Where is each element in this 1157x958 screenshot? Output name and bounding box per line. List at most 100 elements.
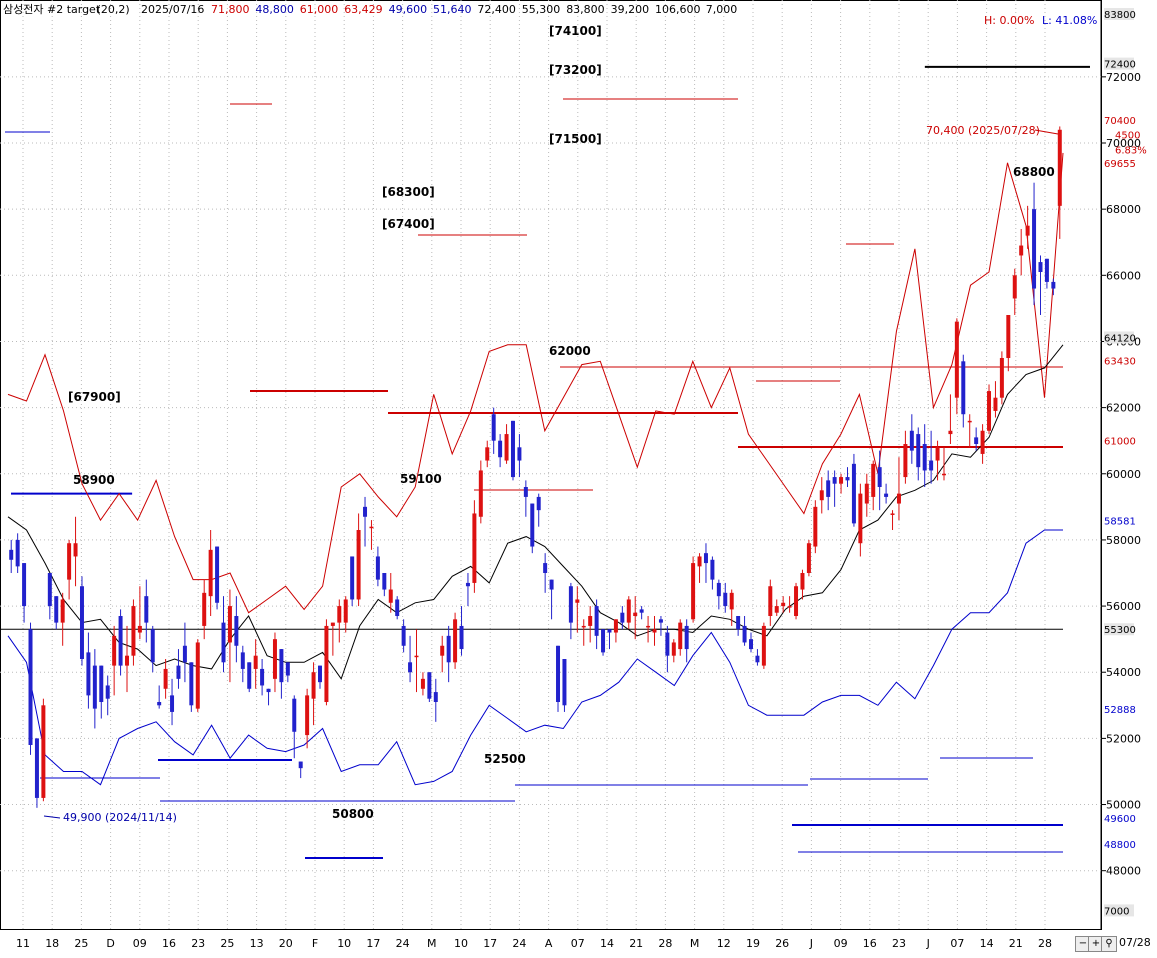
candle-body xyxy=(157,702,162,706)
candle-body xyxy=(646,625,651,628)
x-tick-label: 25 xyxy=(74,937,88,950)
candle-body xyxy=(382,573,387,590)
price-tag: 48800 xyxy=(1104,840,1136,851)
price-tag: 58581 xyxy=(1104,517,1136,528)
candle-body xyxy=(948,430,953,435)
candle-body xyxy=(112,635,117,666)
price-annotation: [74100] xyxy=(549,24,602,38)
candle-body xyxy=(247,662,252,689)
x-tick-label: D xyxy=(106,937,114,950)
candle-body xyxy=(54,596,59,623)
candle-body xyxy=(922,444,927,471)
band-upper-line xyxy=(7,152,1064,614)
candle-body xyxy=(800,573,805,590)
price-tag: 70400 xyxy=(1104,116,1136,127)
price-tag-bg xyxy=(1104,904,1134,917)
candle-body xyxy=(504,434,509,461)
candle-body xyxy=(150,629,155,663)
magnifier-icon[interactable]: ⚲ xyxy=(1101,936,1117,952)
price-tag: 6.83% xyxy=(1115,146,1147,157)
x-tick-label: 26 xyxy=(775,937,789,950)
candle-body xyxy=(420,678,425,689)
price-tag: 64120 xyxy=(1104,333,1136,344)
candle-body xyxy=(1051,281,1056,289)
candle-body xyxy=(652,629,657,633)
header-value: 49,600 xyxy=(389,3,428,16)
y-tick-label: 68000 xyxy=(1106,203,1141,216)
x-tick-label: 25 xyxy=(220,937,234,950)
y-tick-label: 66000 xyxy=(1106,269,1141,282)
candle-body xyxy=(523,487,528,497)
chart-date: 2025/07/16 xyxy=(141,3,204,16)
candle-body xyxy=(182,645,187,663)
candle-body xyxy=(884,493,889,497)
header-value: 51,640 xyxy=(433,3,472,16)
candle-body xyxy=(266,688,271,693)
candle-body xyxy=(459,625,464,650)
candle-body xyxy=(999,358,1004,398)
candle-body xyxy=(1006,315,1011,358)
candle-body xyxy=(562,659,567,706)
candle-body xyxy=(1019,245,1024,256)
price-tag: 49600 xyxy=(1104,814,1136,825)
header-value: 83,800 xyxy=(566,3,605,16)
x-tick-label: 13 xyxy=(250,937,264,950)
candle-body xyxy=(736,616,741,630)
candle-body xyxy=(485,447,490,461)
candle-body xyxy=(279,649,284,683)
candle-body xyxy=(227,606,232,643)
candle-body xyxy=(974,437,979,444)
candle-body xyxy=(909,430,914,451)
candle-body xyxy=(427,672,432,699)
price-annotation: [71500] xyxy=(549,132,602,146)
candle-body xyxy=(549,579,554,590)
x-tick-label: 10 xyxy=(454,937,468,950)
candle-body xyxy=(22,563,27,607)
chart-title: 삼성전자 #2 target xyxy=(3,3,101,16)
x-tick-label: 16 xyxy=(863,937,877,950)
candle-body xyxy=(9,549,14,560)
price-tag-bg xyxy=(1104,156,1134,169)
candle-body xyxy=(125,655,130,666)
candle-body xyxy=(260,668,265,686)
y-tick-label: 62000 xyxy=(1106,402,1141,415)
candle-body xyxy=(588,616,593,626)
x-tick-label: 23 xyxy=(191,937,205,950)
candle-body xyxy=(356,530,361,600)
candle-body xyxy=(305,695,310,736)
candle-body xyxy=(671,642,676,656)
x-tick-label: 24 xyxy=(396,937,410,950)
candle-body xyxy=(189,662,194,706)
x-tick-label: 11 xyxy=(16,937,30,950)
x-tick-label: 09 xyxy=(133,937,147,950)
candle-body xyxy=(298,761,303,769)
candle-body xyxy=(613,619,618,633)
x-tick-label: 17 xyxy=(366,937,380,950)
candle-body xyxy=(749,639,753,650)
candle-body xyxy=(408,662,413,673)
candle-body xyxy=(568,586,573,623)
candle-body xyxy=(755,655,760,663)
candle-body xyxy=(195,642,200,709)
candle-body xyxy=(292,698,297,732)
candle-body xyxy=(787,606,792,608)
candle-body xyxy=(240,652,245,669)
candle-body xyxy=(395,599,400,616)
price-tag: 69655 xyxy=(1104,159,1136,170)
candle-body xyxy=(234,616,239,646)
candle-body xyxy=(343,599,348,623)
header-value: 61,000 xyxy=(300,3,339,16)
candle-body xyxy=(60,599,65,623)
x-tick-label: F xyxy=(312,937,318,950)
x-tick-label: 12 xyxy=(717,937,731,950)
header-value: 63,429 xyxy=(344,3,383,16)
candle-body xyxy=(118,616,123,666)
candle-body xyxy=(369,526,374,529)
y-tick-label: 58000 xyxy=(1106,534,1141,547)
candle-body xyxy=(601,629,606,653)
candle-body xyxy=(723,592,728,607)
candle-body xyxy=(92,665,97,709)
zoom-out-button[interactable]: − xyxy=(1075,936,1091,952)
candle-body xyxy=(440,645,445,656)
